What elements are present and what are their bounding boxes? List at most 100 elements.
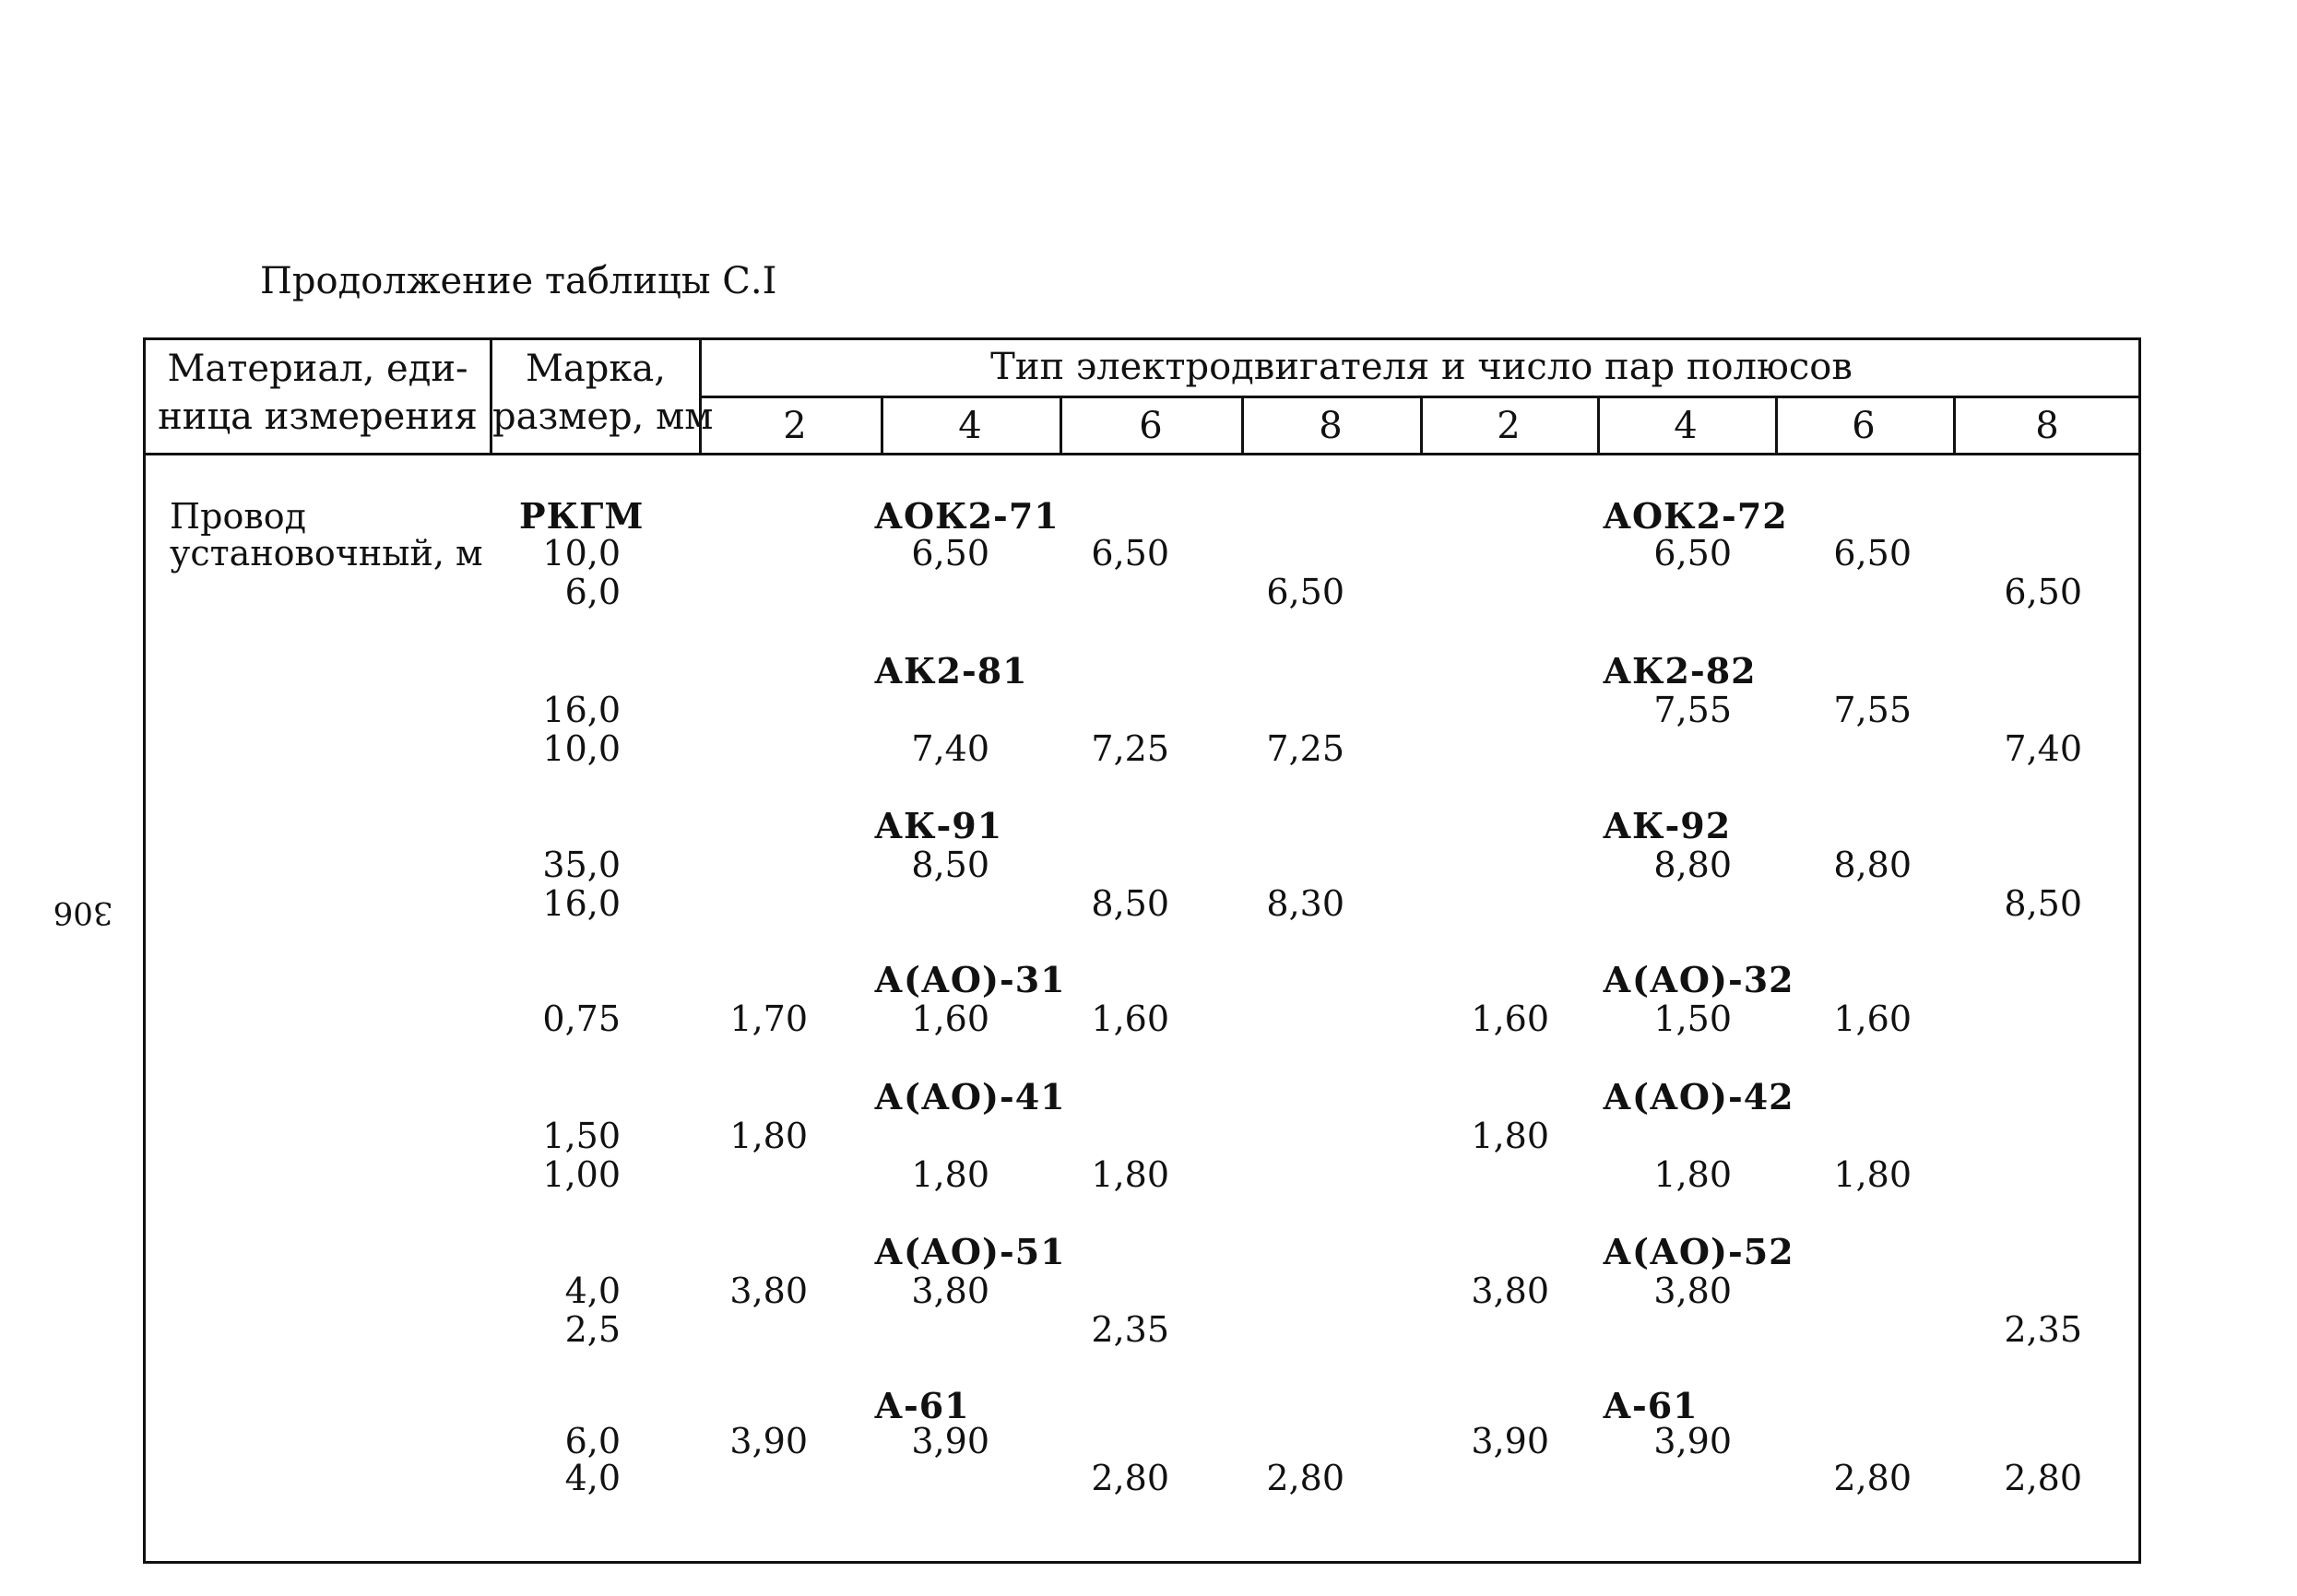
motor-type-label: А(АО)-51 xyxy=(874,1231,1066,1272)
consumption-value: 6,50 xyxy=(1833,533,1912,573)
header-material-line2: ница измерения xyxy=(158,396,478,438)
consumption-value: 3,90 xyxy=(1653,1421,1732,1461)
pole-divider xyxy=(1420,397,1423,453)
pole-divider xyxy=(1953,397,1956,453)
consumption-value: 7,55 xyxy=(1653,690,1732,730)
size-value: 0,75 xyxy=(542,999,621,1039)
motor-type-label: АОК2-72 xyxy=(1603,495,1788,537)
consumption-value: 1,60 xyxy=(1471,999,1549,1039)
consumption-value: 7,25 xyxy=(1266,728,1344,769)
consumption-value: 7,25 xyxy=(1091,728,1169,769)
table-caption: Продолжение таблицы С.I xyxy=(260,260,777,302)
motor-type-label: А(АО)-52 xyxy=(1603,1231,1794,1272)
consumption-value: 3,90 xyxy=(729,1421,808,1461)
motor-type-label: АК-92 xyxy=(1603,805,1732,846)
consumption-value: 8,50 xyxy=(2004,883,2082,924)
size-value: 16,0 xyxy=(542,690,621,730)
motor-type-label: А(АО)-32 xyxy=(1603,959,1794,1000)
consumption-value: 1,50 xyxy=(1653,999,1732,1039)
motor-type-label: А(АО)-31 xyxy=(874,959,1066,1000)
consumption-value: 3,80 xyxy=(911,1271,989,1311)
consumption-value: 8,50 xyxy=(911,845,989,885)
size-value: 4,0 xyxy=(564,1458,621,1498)
consumption-value: 1,60 xyxy=(1833,999,1912,1039)
size-value: 10,0 xyxy=(542,533,621,573)
pole-count-header: 8 xyxy=(2035,405,2059,447)
consumption-value: 7,40 xyxy=(2004,728,2082,769)
motor-type-label: АК-91 xyxy=(874,805,1003,846)
material-line2: установочный, м xyxy=(170,533,483,573)
header-mark-line1: Марка, xyxy=(526,348,666,390)
consumption-value: 6,50 xyxy=(1266,572,1344,612)
motor-type-label: АК2-81 xyxy=(874,650,1028,692)
pole-divider xyxy=(1597,397,1600,453)
pole-count-header: 6 xyxy=(1852,405,1876,447)
consumption-value: 2,80 xyxy=(1091,1458,1169,1498)
size-value: 16,0 xyxy=(542,883,621,924)
header-mark-line2: размер, мм xyxy=(492,396,714,438)
pole-divider xyxy=(1060,397,1062,453)
motor-type-label: АК2-82 xyxy=(1603,650,1757,692)
pole-count-header: 8 xyxy=(1319,405,1343,447)
consumption-value: 6,50 xyxy=(911,533,989,573)
consumption-value: 2,80 xyxy=(1833,1458,1912,1498)
motor-type-label: А(АО)-42 xyxy=(1603,1076,1794,1117)
consumption-value: 2,80 xyxy=(1266,1458,1344,1498)
size-value: 6,0 xyxy=(564,572,621,612)
consumption-value: 1,80 xyxy=(1471,1116,1549,1156)
consumption-value: 3,80 xyxy=(1471,1271,1549,1311)
consumption-value: 3,90 xyxy=(1471,1421,1549,1461)
consumption-value: 2,35 xyxy=(2004,1309,2082,1350)
consumption-value: 6,50 xyxy=(1653,533,1732,573)
header-material-line1: Материал, еди- xyxy=(167,348,468,390)
pole-count-header: 2 xyxy=(1497,405,1521,447)
header-bottom-line xyxy=(146,453,2141,455)
motor-type-label: А-61 xyxy=(874,1385,970,1426)
consumption-value: 1,60 xyxy=(911,999,989,1039)
pole-divider xyxy=(881,397,883,453)
size-value: 6,0 xyxy=(564,1421,621,1461)
pole-count-header: 4 xyxy=(958,405,982,447)
size-value: 2,5 xyxy=(564,1309,621,1350)
data-table: Материал, еди- ница измерения Марка, раз… xyxy=(143,337,2141,1564)
consumption-value: 8,50 xyxy=(1091,883,1169,924)
consumption-value: 1,80 xyxy=(1091,1154,1169,1195)
consumption-value: 2,35 xyxy=(1091,1309,1169,1350)
consumption-value: 3,80 xyxy=(729,1271,808,1311)
pole-count-header: 2 xyxy=(783,405,807,447)
consumption-value: 3,90 xyxy=(911,1421,989,1461)
brand-name: РКГМ xyxy=(519,495,645,537)
header-divider-material xyxy=(490,340,492,453)
size-value: 1,50 xyxy=(542,1116,621,1156)
consumption-value: 1,80 xyxy=(1653,1154,1732,1195)
motor-type-label: А-61 xyxy=(1603,1385,1699,1426)
consumption-value: 7,55 xyxy=(1833,690,1912,730)
consumption-value: 8,30 xyxy=(1266,883,1344,924)
pole-divider xyxy=(1241,397,1244,453)
consumption-value: 6,50 xyxy=(1091,533,1169,573)
consumption-value: 6,50 xyxy=(2004,572,2082,612)
pole-count-header: 4 xyxy=(1674,405,1698,447)
header-divider-group xyxy=(699,396,2141,398)
consumption-value: 1,80 xyxy=(911,1154,989,1195)
material-line1: Провод xyxy=(170,496,307,537)
consumption-value: 1,80 xyxy=(729,1116,808,1156)
header-group-title: Тип электродвигателя и число пар полюсов xyxy=(990,346,1853,388)
page-number: 306 xyxy=(53,894,113,931)
size-value: 4,0 xyxy=(564,1271,621,1311)
pole-divider xyxy=(1775,397,1778,453)
consumption-value: 7,40 xyxy=(911,728,989,769)
size-value: 1,00 xyxy=(542,1154,621,1195)
pole-count-header: 6 xyxy=(1139,405,1163,447)
consumption-value: 1,70 xyxy=(729,999,808,1039)
consumption-value: 3,80 xyxy=(1653,1271,1732,1311)
motor-type-label: АОК2-71 xyxy=(874,495,1060,537)
size-value: 10,0 xyxy=(542,728,621,769)
consumption-value: 8,80 xyxy=(1653,845,1732,885)
consumption-value: 1,80 xyxy=(1833,1154,1912,1195)
size-value: 35,0 xyxy=(542,845,621,885)
motor-type-label: А(АО)-41 xyxy=(874,1076,1066,1117)
consumption-value: 1,60 xyxy=(1091,999,1169,1039)
consumption-value: 2,80 xyxy=(2004,1458,2082,1498)
consumption-value: 8,80 xyxy=(1833,845,1912,885)
